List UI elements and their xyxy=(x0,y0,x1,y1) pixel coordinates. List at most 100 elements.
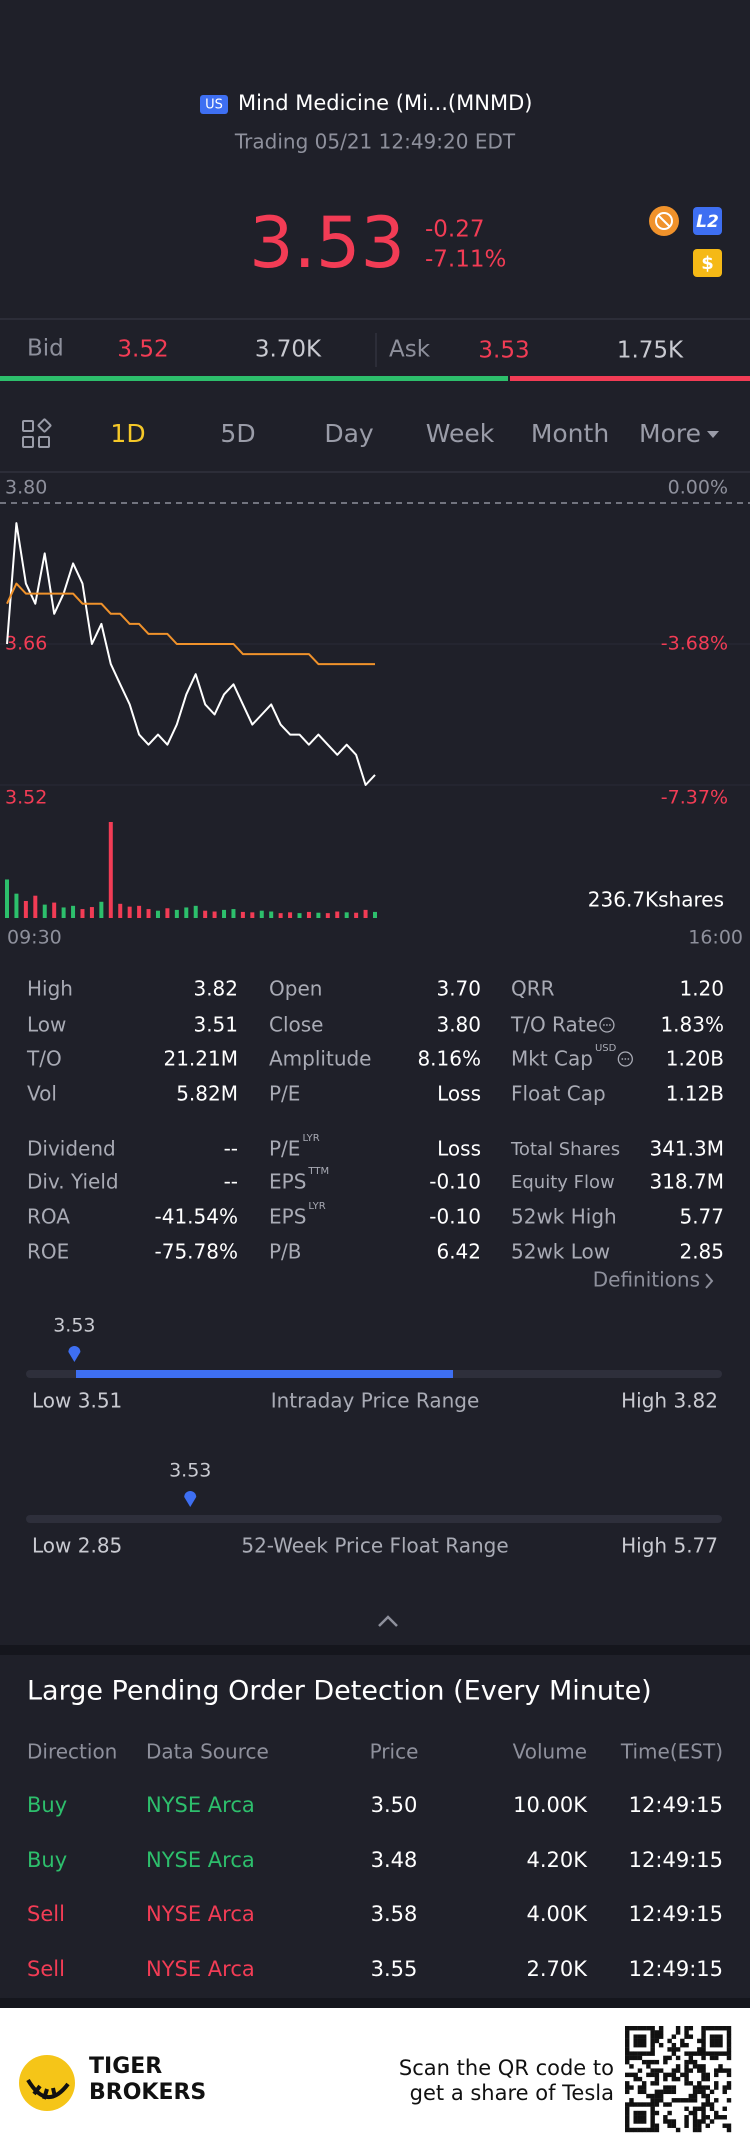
qr-module xyxy=(680,2038,685,2044)
stat-label: 52wk High xyxy=(511,1205,617,1229)
volume-bar xyxy=(61,907,66,918)
qr-module xyxy=(675,2047,681,2052)
tab[interactable]: Week xyxy=(426,419,495,448)
qr-module xyxy=(637,2115,643,2120)
layout-icon[interactable] xyxy=(22,418,52,448)
stat-label: EPS xyxy=(269,1170,306,1194)
qr-module xyxy=(663,2119,668,2124)
qr-module xyxy=(641,2081,647,2086)
qr-module xyxy=(658,2026,664,2031)
tab[interactable]: 1D xyxy=(110,419,145,448)
collapse-chevron[interactable] xyxy=(378,1615,398,1627)
qr-module xyxy=(675,2026,681,2031)
orders-cell: 3.48 xyxy=(371,1848,418,1872)
range-title: 52-Week Price Float Range xyxy=(241,1534,508,1558)
qr-module xyxy=(684,2123,689,2128)
qr-module xyxy=(650,2102,655,2107)
qr-module xyxy=(675,2127,681,2133)
volume-bar xyxy=(146,909,151,918)
qr-module xyxy=(663,2089,668,2095)
divider xyxy=(0,318,750,320)
qr-module xyxy=(675,2055,681,2061)
qr-module xyxy=(680,2098,685,2103)
info-icon-dot xyxy=(624,1058,627,1060)
qr-module xyxy=(701,2051,706,2056)
qr-module xyxy=(641,2119,647,2124)
orders-column: Data Source xyxy=(146,1740,269,1764)
stat-label: Div. Yield xyxy=(27,1170,119,1194)
definitions-link[interactable]: Definitions xyxy=(593,1268,700,1292)
qr-module xyxy=(654,2123,660,2128)
qr-module xyxy=(680,2072,685,2078)
qr-module xyxy=(684,2059,689,2065)
qr-module xyxy=(726,2123,732,2128)
qr-module xyxy=(726,2034,732,2039)
bid-size: 3.70K xyxy=(255,337,322,363)
qr-module xyxy=(633,2034,638,2039)
y-tick-label: 3.80 xyxy=(5,477,47,499)
qr-module xyxy=(625,2123,630,2128)
orders-cell: NYSE Arca xyxy=(146,1902,255,1926)
orders-cell: NYSE Arca xyxy=(146,1793,255,1817)
qr-module xyxy=(697,2085,702,2090)
info-icon-dot xyxy=(627,1058,630,1060)
volume-bar xyxy=(354,912,359,918)
qr-module xyxy=(684,2034,689,2039)
stat-label: P/B xyxy=(269,1240,302,1264)
qr-module xyxy=(701,2064,706,2069)
qr-module xyxy=(692,2089,698,2095)
qr-module xyxy=(650,2123,655,2128)
ask-size: 1.75K xyxy=(617,338,684,364)
qr-module xyxy=(637,2055,643,2061)
qr-module xyxy=(667,2119,672,2124)
definitions-chevron xyxy=(705,1273,714,1289)
volume-bar xyxy=(306,911,311,918)
badge-dollar-bg xyxy=(693,249,722,277)
qr-module xyxy=(633,2115,638,2120)
qr-module xyxy=(646,2093,651,2099)
qr-module xyxy=(667,2123,672,2128)
qr-module xyxy=(722,2089,727,2095)
qr-module xyxy=(692,2064,698,2069)
qr-module xyxy=(637,2085,643,2090)
qr-module xyxy=(671,2076,677,2082)
range-marker xyxy=(184,1491,197,1507)
qr-module xyxy=(714,2051,719,2056)
qr-module xyxy=(654,2059,660,2065)
tab[interactable]: More xyxy=(639,419,701,448)
qr-module xyxy=(671,2068,677,2073)
volume-bar xyxy=(325,913,330,918)
qr-module xyxy=(701,2102,706,2107)
tab[interactable]: 5D xyxy=(220,419,255,448)
stat-value: 1.20B xyxy=(666,1047,724,1071)
qr-module xyxy=(658,2089,664,2095)
qr-module xyxy=(625,2030,630,2035)
tab[interactable]: Day xyxy=(324,419,374,448)
orders-cell: 12:49:15 xyxy=(629,1902,723,1926)
volume-bar xyxy=(297,913,302,918)
stat-value: Loss xyxy=(437,1082,481,1106)
qr-module xyxy=(718,2038,723,2044)
qr-module xyxy=(654,2093,660,2099)
info-icon xyxy=(599,1017,615,1033)
stat-label: T/O Rate xyxy=(510,1013,598,1037)
qr-module xyxy=(625,2081,630,2086)
qr-module xyxy=(663,2076,668,2082)
qr-module xyxy=(688,2055,694,2061)
volume-bar xyxy=(240,911,245,918)
orders-title: Large Pending Order Detection (Every Min… xyxy=(27,1676,652,1707)
qr-module xyxy=(705,2072,710,2078)
qr-module xyxy=(714,2072,719,2078)
stat-value: 5.77 xyxy=(679,1205,724,1229)
qr-module xyxy=(684,2106,689,2111)
market-badge: US xyxy=(205,98,223,113)
volume-bar xyxy=(165,908,170,918)
qr-module xyxy=(714,2098,719,2103)
stat-label: Equity Flow xyxy=(511,1172,615,1193)
footer-cta: get a share of Tesla xyxy=(410,2081,614,2105)
stat-value: 1.20 xyxy=(679,977,724,1001)
qr-module xyxy=(709,2051,715,2056)
orders-cell: 3.50 xyxy=(371,1793,418,1817)
qr-module xyxy=(726,2081,732,2086)
tab[interactable]: Month xyxy=(531,419,609,448)
